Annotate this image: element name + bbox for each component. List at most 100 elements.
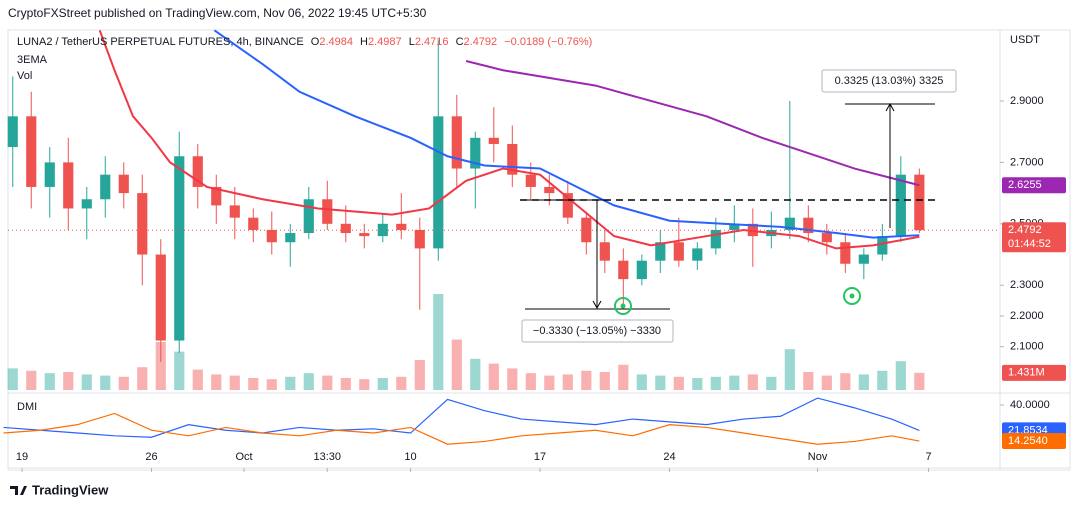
measure-up: 0.3325 (13.03%) 3325: [835, 75, 944, 87]
candle-body: [784, 217, 795, 230]
volume-bar: [26, 370, 37, 390]
volume-bar: [303, 373, 314, 390]
volume-bar: [433, 294, 444, 390]
volume-bar: [451, 339, 462, 390]
ohlc-key: O: [311, 36, 320, 48]
candle-body: [562, 193, 573, 218]
volume-bar: [507, 368, 518, 390]
ema-line: [465, 60, 920, 187]
arrow-head: [885, 102, 895, 112]
x-tick-label: Nov: [808, 451, 828, 463]
x-tick-label: 26: [145, 451, 157, 463]
candle-body: [858, 254, 869, 264]
volume-bar: [340, 378, 351, 390]
candle-body: [322, 199, 333, 224]
candle-body: [7, 116, 18, 148]
indicator-label: 3EMA: [17, 54, 48, 66]
y-tick-label: 2.3000: [1010, 279, 1044, 291]
candle-body: [581, 217, 592, 243]
axis-labels: 2.10002.20002.30002.50002.70002.90001926…: [16, 95, 1066, 463]
candle-body: [451, 116, 462, 169]
x-tick-label: 13:30: [314, 451, 342, 463]
volume-bar: [266, 379, 277, 390]
candle-body: [137, 193, 148, 255]
header: CryptoFXStreet published on TradingView.…: [8, 6, 427, 20]
volume-bar: [636, 374, 647, 390]
volume-bar: [895, 361, 906, 390]
volume-bar: [655, 375, 666, 390]
marker-dot: [620, 303, 626, 309]
volume-tag: 1.431M: [1008, 367, 1045, 379]
volume-bar: [396, 376, 407, 390]
candle-body: [544, 186, 555, 194]
plot: [3, 29, 1004, 472]
brand: TradingView: [32, 482, 109, 497]
volume-bar: [581, 370, 592, 390]
candle-body: [414, 229, 425, 249]
price-tag: 2.4792: [1008, 224, 1042, 236]
ohlc-value: 2.4984: [319, 36, 353, 48]
candle-body: [118, 174, 129, 194]
volume-tag-bg: [1002, 364, 1066, 381]
volume-bar: [100, 375, 111, 390]
candle-body: [192, 156, 203, 187]
candle-body: [229, 205, 240, 218]
volume-bar: [562, 374, 573, 390]
price-tag-bg: [1002, 222, 1066, 253]
candle-body: [507, 143, 518, 175]
x-tick-label: 7: [926, 451, 932, 463]
volume-bar: [155, 342, 166, 390]
ema-value-tag-bg: [1002, 177, 1066, 194]
candle-body: [599, 242, 610, 261]
volume-bar: [192, 369, 203, 390]
volume-bar: [784, 349, 795, 390]
candle-body: [266, 229, 277, 243]
candle-body: [673, 242, 684, 261]
candle-body: [174, 156, 185, 341]
candle-body: [618, 260, 629, 280]
volume-bar: [525, 373, 536, 390]
arrow-head: [592, 300, 602, 310]
y-tick-label: 2.7000: [1010, 156, 1044, 168]
candle-body: [63, 162, 74, 209]
volume-bar: [174, 351, 185, 390]
candle-body: [44, 162, 55, 187]
candle-body: [211, 186, 222, 206]
indicator-label: DMI: [17, 401, 37, 413]
volume-bar: [359, 379, 370, 390]
candle-body: [488, 137, 499, 144]
ohlc-value: 2.4987: [368, 36, 402, 48]
marker: [614, 297, 632, 315]
legend: LUNA2 / TetherUS PERPETUAL FUTURES, 4h, …: [17, 36, 592, 48]
candle-body: [877, 236, 888, 255]
ema-line: [98, 29, 920, 250]
volume-bar: [840, 373, 851, 390]
volume-bar: [618, 364, 629, 390]
volume-bar: [914, 372, 925, 390]
symbol: LUNA2 / TetherUS PERPETUAL FUTURES, 4h, …: [17, 36, 304, 48]
candle-body: [821, 233, 832, 243]
volume-bar: [673, 376, 684, 390]
marker: [843, 287, 861, 305]
volume-bar: [747, 374, 758, 390]
logo: TradingView: [10, 482, 109, 497]
dmi-line: [3, 412, 920, 445]
volume-bar: [729, 375, 740, 390]
volume-bar: [544, 375, 555, 390]
candle-body: [895, 174, 906, 237]
candle-body: [729, 223, 740, 230]
y-tick-label: 40.0000: [1010, 399, 1050, 411]
ohlc-key: H: [360, 36, 368, 48]
change: −0.0189 (−0.76%): [504, 36, 592, 48]
ohlc-key: L: [409, 36, 415, 48]
candle-body: [396, 223, 407, 230]
measure-box: [821, 69, 957, 93]
ohlc-value: 2.4716: [415, 36, 449, 48]
volume-bar: [81, 374, 92, 390]
measure-box: [521, 319, 674, 343]
candle-body: [914, 174, 925, 231]
dmi-line: [3, 397, 920, 438]
candle-body: [81, 199, 92, 209]
frame: [7, 29, 1071, 471]
